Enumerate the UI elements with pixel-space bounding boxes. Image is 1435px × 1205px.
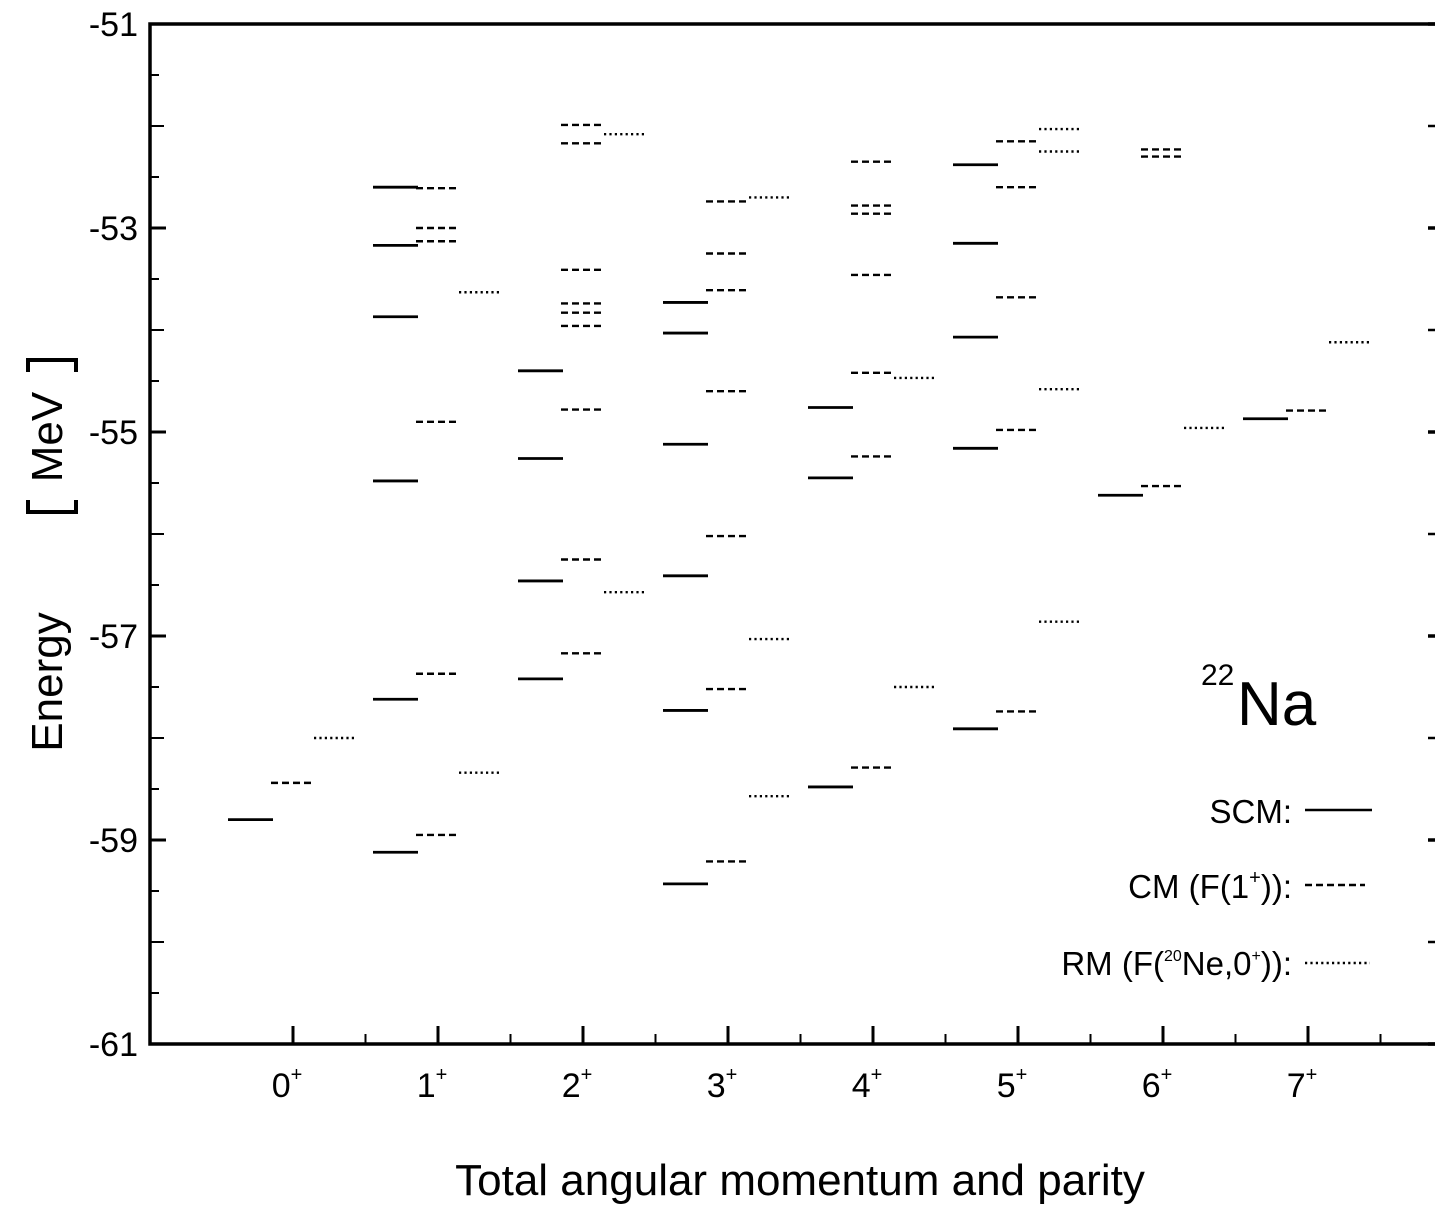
x-axis-title: Total angular momentum and parity (455, 1156, 1145, 1205)
y-tick-label: -59 (89, 822, 138, 860)
y-tick-label: -53 (89, 210, 138, 248)
x-tick-label: 5+ (997, 1064, 1028, 1105)
legend-rm-prefix: RM (1061, 945, 1112, 982)
x-tick-label: 0+ (272, 1064, 303, 1105)
y-tick-label: -55 (89, 414, 138, 452)
legend-rm-suffix: )): (1261, 945, 1292, 982)
y-tick-label: -61 (89, 1026, 138, 1064)
y-tick-label: -57 (89, 618, 138, 656)
x-tick-label: 6+ (1142, 1064, 1173, 1105)
y-tick-label: -51 (89, 6, 138, 44)
y-axis-title-group: Energy MeV (23, 358, 78, 752)
legend-rm-mid: Ne,0 (1182, 945, 1252, 982)
legend-entry-scm: SCM: (1210, 793, 1372, 830)
legend-rm-sup2: + (1252, 948, 1261, 965)
legend-cm-sup: + (1249, 867, 1261, 889)
legend-rm-sup: 20 (1164, 948, 1182, 965)
legend-rm-paren: ( (1113, 945, 1133, 982)
x-tick-label: 1+ (417, 1064, 448, 1105)
x-tick-label: 7+ (1287, 1064, 1318, 1105)
y-axis-title: Energy (23, 612, 72, 751)
x-axis-ticks: 0+ 1+ 2+ 3+ 4+ 5+ 6+ 7+ (272, 1026, 1382, 1105)
y-axis-ticks: -61 -59 -57 -55 -53 -51 (89, 6, 1435, 1064)
legend-label-rm: RM (F(20Ne,0+)): (1061, 945, 1292, 982)
legend-entry-rm: RM (F(20Ne,0+)): (1061, 945, 1370, 982)
y-axis-unit: MeV (23, 391, 72, 482)
legend-cm-prefix: CM (1128, 868, 1179, 905)
legend-entry-cm: CM (F(1+)): (1128, 867, 1365, 905)
legend-label-scm: SCM: (1210, 793, 1293, 830)
nucleus-annotation: 22 Na (1201, 659, 1317, 739)
x-tick-label: 4+ (852, 1064, 883, 1105)
energy-levels (228, 123, 1372, 886)
nucleus-mass-number: 22 (1201, 659, 1234, 692)
nucleus-element: Na (1237, 670, 1317, 739)
legend: SCM: CM (F(1+)): RM (F(20Ne,0+)): (1061, 793, 1372, 982)
legend-cm-body: F(1 (1200, 868, 1250, 905)
legend-rm-body: F( (1133, 945, 1164, 982)
x-tick-label: 2+ (562, 1064, 593, 1105)
legend-cm-suffix: )): (1261, 868, 1292, 905)
y-axis-unit-bracket: MeV (23, 358, 78, 514)
legend-label-cm: CM (F(1+)): (1128, 867, 1292, 905)
x-tick-label: 3+ (707, 1064, 738, 1105)
legend-cm-paren: ( (1179, 868, 1199, 905)
